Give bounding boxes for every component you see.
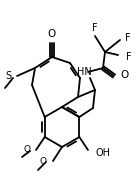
Text: O: O	[40, 157, 47, 165]
Text: S: S	[6, 71, 12, 81]
Text: O: O	[24, 145, 31, 154]
Text: F: F	[126, 52, 132, 62]
Text: F: F	[125, 33, 131, 43]
Text: O: O	[48, 29, 56, 39]
Text: F: F	[92, 23, 98, 33]
Text: OH: OH	[96, 148, 111, 158]
Text: HN: HN	[77, 67, 91, 77]
Text: O: O	[120, 70, 128, 80]
